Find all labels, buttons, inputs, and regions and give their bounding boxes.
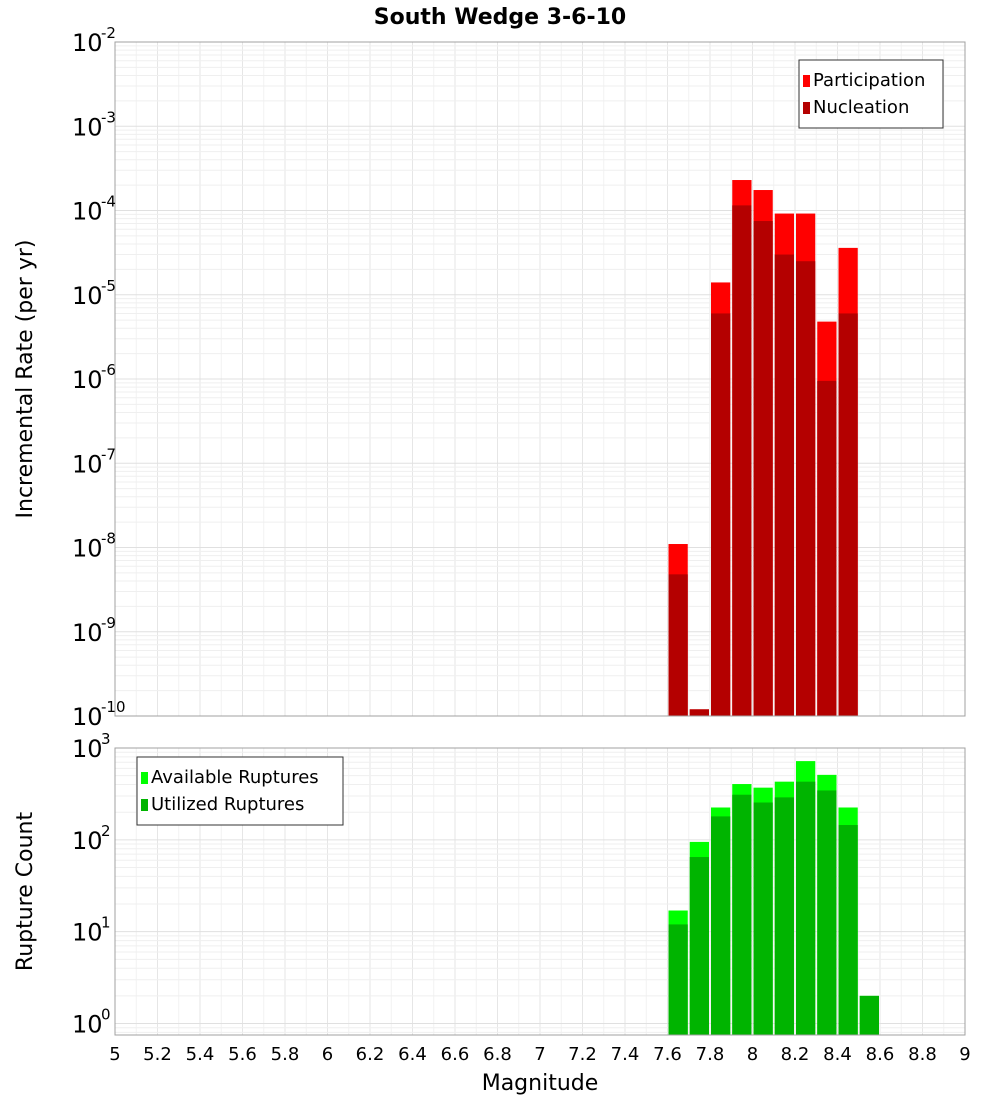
xtick-label: 6.6 [441, 1044, 470, 1065]
panel1-ytick-label: 10 [72, 535, 103, 563]
xtick-label: 8.8 [908, 1044, 937, 1065]
panel1-ytick-exponent: -5 [101, 277, 116, 295]
panel2-ytick-exponent: 2 [101, 822, 111, 840]
panel1-legend-swatch [803, 102, 810, 114]
panel1-ytick-label: 10 [72, 282, 103, 310]
xtick-label: 7.2 [568, 1044, 597, 1065]
panel1-ytick-exponent: -8 [101, 530, 116, 548]
panel2-legend-swatch [141, 772, 148, 784]
xtick-label: 5.6 [228, 1044, 257, 1065]
panel2-bar-series2 [689, 857, 709, 1035]
panel1-ytick-label: 10 [72, 113, 103, 141]
panel1-legend-label: Nucleation [813, 97, 909, 118]
panel2-legend-swatch [141, 799, 148, 811]
panel1-ytick-exponent: -2 [101, 24, 116, 42]
panel1-ytick-exponent: -10 [101, 698, 126, 716]
panel1-bar-series2 [711, 313, 731, 716]
xtick-label: 6.2 [356, 1044, 385, 1065]
xtick-label: 8.6 [866, 1044, 895, 1065]
xtick-label: 5.4 [186, 1044, 215, 1065]
panel2-bar-series2 [774, 797, 794, 1035]
panel1-ytick-label: 10 [72, 703, 103, 731]
xtick-label: 6 [322, 1044, 333, 1065]
panel1-bar-series2 [732, 205, 752, 716]
panel1-bar-series2 [668, 574, 688, 716]
xtick-label: 8.4 [823, 1044, 852, 1065]
panel1-ytick-label: 10 [72, 366, 103, 394]
panel2-ylabel: Rupture Count [13, 812, 38, 972]
panel1-bar-series2 [796, 261, 816, 716]
panel2-bar-series2 [817, 790, 837, 1035]
panel2-ytick-label: 10 [72, 827, 103, 855]
xtick-label: 8.2 [781, 1044, 810, 1065]
panel2-bar-series2 [796, 781, 816, 1035]
panel1-bar-series2 [753, 221, 773, 716]
xtick-label: 7 [534, 1044, 545, 1065]
xtick-label: 7.4 [611, 1044, 640, 1065]
panel1-ytick-label: 10 [72, 198, 103, 226]
panel2-ytick-label: 10 [72, 919, 103, 947]
xlabel: Magnitude [482, 1071, 599, 1096]
panel2-ytick-exponent: 1 [101, 914, 111, 932]
panel2-plot-frame [114, 747, 966, 1036]
xtick-label: 7.6 [653, 1044, 682, 1065]
panel1-bar-series2 [689, 709, 709, 716]
xtick-label: 5.2 [143, 1044, 172, 1065]
panel1-ylabel: Incremental Rate (per yr) [13, 240, 38, 519]
panel1-bar-series2 [817, 380, 837, 716]
panel2-ytick-exponent: 0 [101, 1006, 111, 1024]
panel1-ytick-exponent: -6 [101, 361, 116, 379]
panel2-ytick-label: 10 [72, 735, 103, 763]
xtick-label: 5 [109, 1044, 120, 1065]
panel2-bar-series2 [732, 794, 752, 1035]
panel1-bar-series2 [838, 313, 858, 716]
panel1-legend [798, 59, 944, 129]
panel2-legend-label: Available Ruptures [151, 767, 319, 788]
xtick-label: 6.4 [398, 1044, 427, 1065]
panel1-ytick-label: 10 [72, 29, 103, 57]
panel2-bar-series2 [753, 802, 773, 1035]
panel1-ytick-label: 10 [72, 450, 103, 478]
xtick-label: 9 [959, 1044, 970, 1065]
panel1-plot-frame [114, 41, 966, 717]
panel2-bar-series2 [711, 816, 731, 1035]
xtick-label: 6.8 [483, 1044, 512, 1065]
panel2-bar-series2 [668, 924, 688, 1035]
xtick-label: 8 [747, 1044, 758, 1065]
panel2-bar-series2 [838, 825, 858, 1035]
chart-title: South Wedge 3-6-10 [374, 5, 626, 30]
panel1-legend-label: Participation [813, 70, 925, 91]
panel2-bar-series2 [859, 995, 879, 1035]
panel1-ytick-exponent: -7 [101, 445, 116, 463]
xtick-label: 7.8 [696, 1044, 725, 1065]
panel1-ytick-exponent: -4 [101, 193, 116, 211]
panel1-ytick-label: 10 [72, 619, 103, 647]
panel2-ytick-exponent: 3 [101, 730, 111, 748]
panel1-bar-series2 [774, 254, 794, 716]
panel2-legend-label: Utilized Ruptures [151, 794, 304, 815]
panel2-legend [136, 756, 344, 826]
panel1-ytick-exponent: -9 [101, 614, 116, 632]
panel2-ytick-label: 10 [72, 1011, 103, 1039]
panel1-ytick-exponent: -3 [101, 108, 116, 126]
xtick-label: 5.8 [271, 1044, 300, 1065]
panel1-legend-swatch [803, 75, 810, 87]
